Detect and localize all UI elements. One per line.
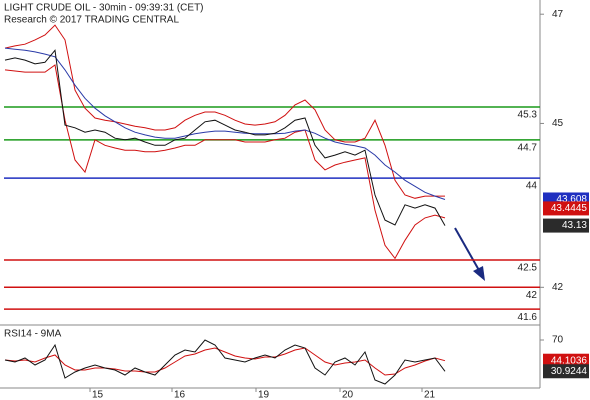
y-tick-label: 42 (552, 282, 564, 293)
arrow-shaft (454, 227, 481, 273)
rsi-line (4, 347, 446, 376)
forecast-arrow (454, 227, 485, 281)
price-tag (543, 353, 589, 368)
x-tick-label: 20 (342, 390, 354, 400)
x-tick-label: 16 (174, 390, 186, 400)
price-line (4, 47, 446, 200)
price-tag-label: 43.4445 (551, 203, 588, 214)
level-label: 45.3 (518, 110, 538, 121)
y-tick-label: 47 (552, 9, 564, 20)
price-line (4, 64, 446, 260)
level-label: 42 (526, 290, 538, 301)
x-tick-label: 19 (258, 390, 270, 400)
price-tag (543, 201, 589, 216)
y-tick-label: 45 (552, 118, 564, 129)
price-tag-label: 43.13 (562, 220, 587, 231)
price-tag-label: 43.608 (556, 194, 587, 205)
y-tick-label: 70 (552, 335, 564, 346)
price-tag-label: 44.1036 (551, 355, 588, 366)
level-label: 44.7 (518, 142, 538, 153)
level-label: 44 (526, 181, 538, 192)
rsi-label: RSI14 - 9MA (4, 329, 62, 340)
level-label: 42.5 (518, 263, 538, 274)
arrow-head (473, 266, 485, 281)
price-line (4, 49, 446, 226)
chart-subtitle: Research © 2017 TRADING CENTRAL (4, 15, 179, 26)
x-tick-label: 21 (424, 390, 436, 400)
level-label: 41.6 (518, 312, 538, 323)
rsi-line (4, 339, 446, 385)
price-tag (543, 218, 589, 233)
price-tag (543, 364, 589, 379)
chart-title: LIGHT CRUDE OIL - 30min - 09:39:31 (CET) (4, 3, 204, 14)
x-tick-label: 15 (92, 390, 104, 400)
price-tag-label: 30.9244 (551, 366, 588, 377)
price-line (4, 24, 445, 199)
